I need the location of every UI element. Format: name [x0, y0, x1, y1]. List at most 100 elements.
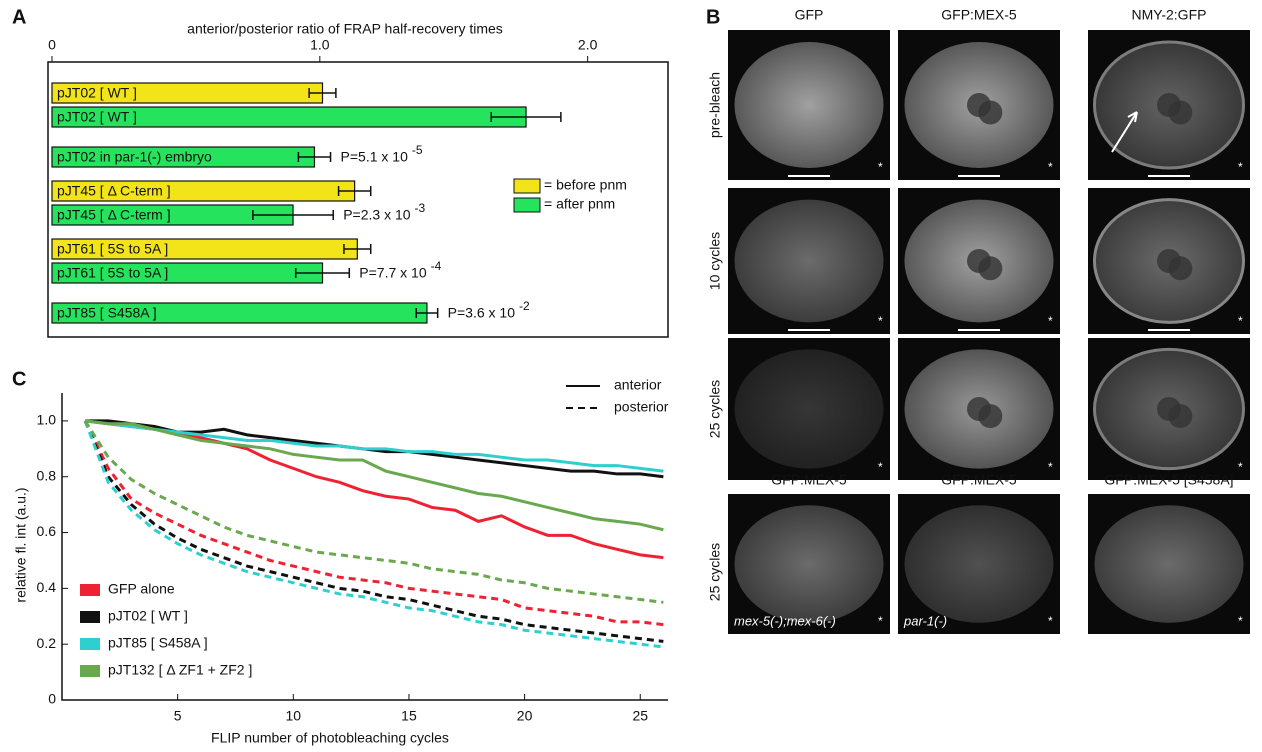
bar-label: pJT45 [ Δ C-term ] [57, 207, 171, 223]
marker: * [878, 614, 883, 628]
embryo [734, 505, 884, 623]
p-value-exponent: -2 [519, 299, 530, 313]
marker: * [1048, 614, 1053, 628]
error-bar [415, 308, 439, 318]
column-header: GFP:MEX-5 [941, 472, 1017, 488]
nucleus [978, 404, 1003, 429]
marker: * [1238, 614, 1243, 628]
embryo [734, 199, 884, 323]
error-bar [343, 244, 372, 254]
bar-label: pJT02 [ WT ] [57, 109, 137, 125]
posterior-line [83, 420, 664, 627]
error-bar [297, 152, 332, 162]
embryo [734, 349, 884, 469]
legend-label: pJT85 [ S458A ] [108, 635, 208, 651]
bar-label: pJT85 [ S458A ] [57, 305, 157, 321]
embryo [734, 42, 884, 168]
style-legend-label: anterior [614, 377, 662, 393]
posterior-line [83, 420, 664, 649]
bar-label: pJT02 in par-1(-) embryo [57, 149, 212, 165]
bar-label: pJT61 [ 5S to 5A ] [57, 265, 168, 281]
p-value-exponent: -5 [412, 143, 423, 157]
p-value-exponent: -3 [415, 201, 426, 215]
y-tick-label: 0.8 [37, 467, 57, 483]
marker: * [878, 314, 883, 328]
column-header: GFP:MEX-5 [771, 472, 847, 488]
nucleus [1168, 256, 1193, 281]
column-header: GFP:MEX-5 [S458A] [1104, 472, 1233, 488]
error-bar [490, 112, 562, 122]
y-axis-label: relative fl. int (a.u.) [13, 487, 29, 602]
bar-label: pJT61 [ 5S to 5A ] [57, 241, 168, 257]
x-tick-label: 15 [401, 708, 417, 724]
y-tick-label: 0.4 [37, 579, 57, 595]
error-bar [308, 88, 337, 98]
x-tick-label: 2.0 [578, 37, 598, 53]
error-bar [252, 210, 334, 220]
marker: * [1238, 314, 1243, 328]
x-tick-label: 5 [174, 708, 182, 724]
p-value: P=2.3 x 10 [343, 207, 411, 223]
posterior-line [83, 420, 664, 604]
legend-label: pJT02 [ WT ] [108, 608, 188, 624]
style-legend-label: posterior [614, 399, 669, 415]
column-header: GFP:MEX-5 [941, 7, 1017, 23]
row-label: 25 cycles [707, 380, 723, 438]
nucleus [978, 100, 1003, 125]
marker: * [1048, 160, 1053, 174]
p-value: P=3.6 x 10 [448, 305, 516, 321]
legend-swatch [80, 638, 100, 650]
y-tick-label: 1.0 [37, 412, 57, 428]
panel-label: B [706, 6, 720, 28]
legend-swatch [80, 584, 100, 596]
marker: * [878, 460, 883, 474]
plot-frame [47, 61, 669, 338]
marker: * [878, 160, 883, 174]
legend-label: GFP alone [108, 581, 175, 597]
embryo [1094, 505, 1244, 623]
genotype-label: mex-5(-);mex-6(-) [734, 613, 836, 628]
p-value: P=7.7 x 10 [359, 265, 427, 281]
arrow [1111, 111, 1138, 153]
x-tick-label: 10 [286, 708, 302, 724]
error-bar [337, 186, 372, 196]
x-tick-label: 20 [517, 708, 533, 724]
row-label: 25 cycles [707, 543, 723, 601]
nucleus [1168, 404, 1193, 429]
legend-swatch [513, 178, 541, 194]
bar-label: pJT02 [ WT ] [57, 85, 137, 101]
marker: * [1238, 160, 1243, 174]
panel-label: A [12, 6, 26, 28]
panel-label: C [12, 368, 26, 390]
error-bar [294, 268, 351, 278]
legend-swatch [80, 611, 100, 623]
y-tick-label: 0 [48, 691, 56, 707]
x-axis-label: anterior/posterior ratio of FRAP half-re… [187, 21, 503, 37]
row-label: pre-bleach [707, 72, 723, 138]
axes [61, 393, 668, 701]
legend-swatch [80, 665, 100, 677]
genotype-label: par-1(-) [903, 613, 947, 628]
column-header: NMY-2:GFP [1132, 7, 1207, 23]
x-tick-label: 1.0 [310, 37, 330, 53]
p-value-exponent: -4 [431, 259, 442, 273]
posterior-line [83, 420, 664, 643]
embryo [904, 505, 1054, 623]
legend-swatch [513, 197, 541, 213]
y-tick-label: 0.2 [37, 635, 57, 651]
nucleus [978, 256, 1003, 281]
legend-label: = before pnm [544, 177, 627, 193]
anterior-line [84, 419, 664, 473]
marker: * [1048, 460, 1053, 474]
anterior-line [84, 419, 664, 532]
column-header: GFP [795, 7, 824, 23]
marker: * [1048, 314, 1053, 328]
x-tick-label: 25 [632, 708, 648, 724]
nucleus [1168, 100, 1193, 125]
legend-label: = after pnm [544, 196, 615, 212]
legend-label: pJT132 [ Δ ZF1 + ZF2 ] [108, 662, 252, 678]
bar-label: pJT45 [ Δ C-term ] [57, 183, 171, 199]
p-value: P=5.1 x 10 [341, 149, 409, 165]
anterior-line [84, 419, 664, 560]
